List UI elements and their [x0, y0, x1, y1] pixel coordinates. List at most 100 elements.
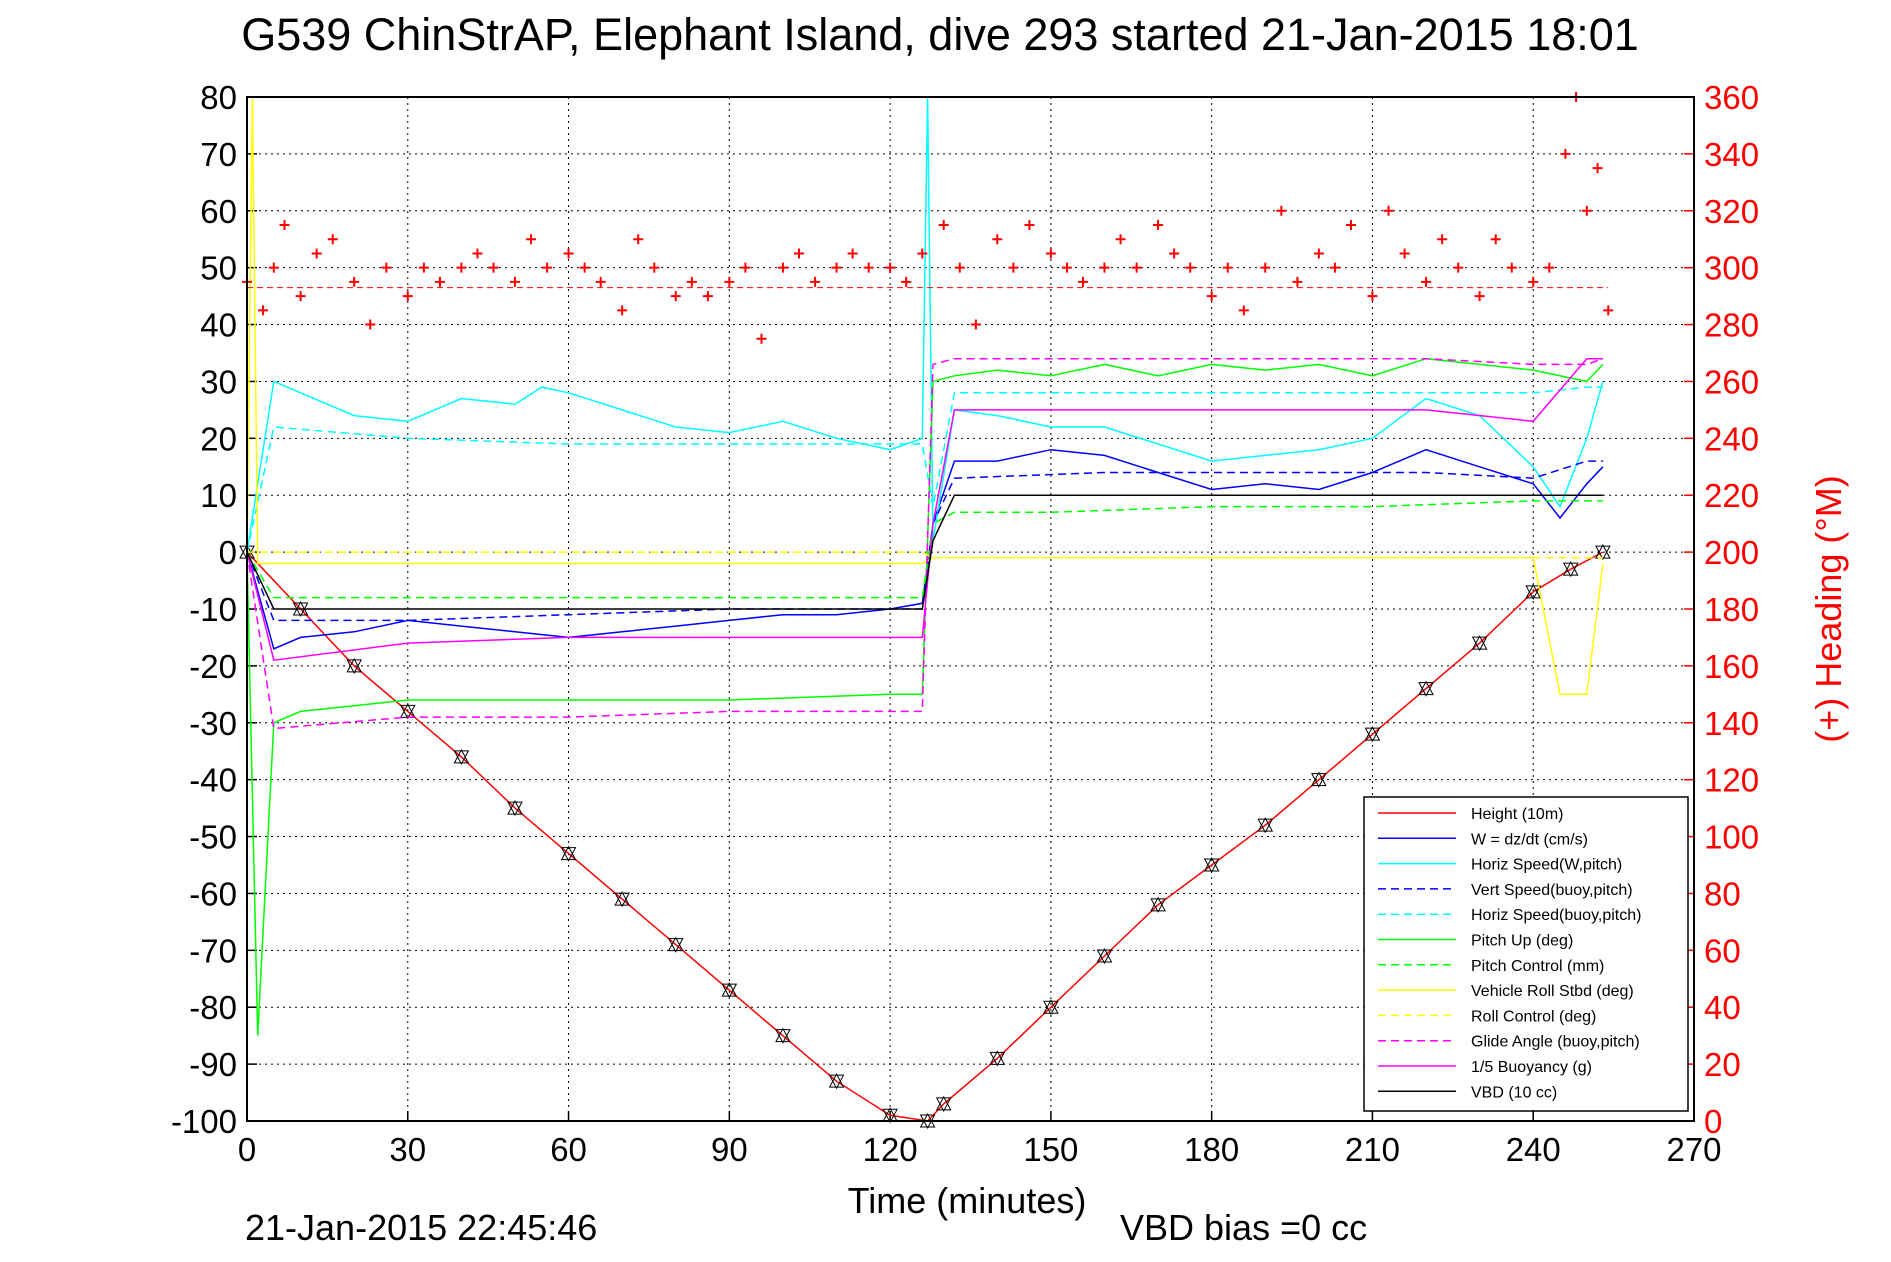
y2-tick-label: 140 — [1704, 705, 1759, 742]
heading-point — [810, 276, 821, 287]
heading-point — [279, 220, 290, 230]
plot-frame — [246, 96, 1695, 1122]
x-tick-label: 120 — [863, 1131, 918, 1168]
heading-point — [1260, 262, 1271, 273]
height-marker — [346, 657, 363, 674]
heading-point — [311, 248, 322, 259]
legend-label: Pitch Up (deg) — [1471, 933, 1573, 950]
y-tick-label: -80 — [189, 989, 237, 1026]
height-marker — [1471, 635, 1488, 652]
y2-tick-label: 200 — [1704, 534, 1759, 571]
y-tick-label: 40 — [200, 307, 237, 344]
heading-point — [1078, 276, 1089, 287]
heading-point — [1528, 276, 1539, 287]
y2-tick-label: 320 — [1704, 193, 1759, 230]
height-marker — [1257, 817, 1274, 834]
y2-tick-label: 240 — [1704, 420, 1759, 457]
y-tick-label: -100 — [171, 1103, 237, 1140]
heading-point — [488, 262, 499, 273]
y2-tick-labels: 3603403203002802602402202001801601401201… — [1704, 79, 1759, 1140]
y2-tick-label: 160 — [1704, 648, 1759, 685]
heading-point — [563, 248, 574, 259]
heading-point — [686, 276, 697, 287]
heading-point — [456, 262, 467, 273]
y2-tick-label: 340 — [1704, 136, 1759, 173]
heading-point — [1008, 262, 1019, 273]
heading-point — [901, 276, 912, 287]
heading-point — [633, 234, 644, 245]
heading-point — [595, 276, 606, 287]
y-tick-label: -70 — [189, 932, 237, 969]
heading-point — [1185, 262, 1196, 273]
heading-point — [1346, 220, 1357, 230]
heading-point — [579, 262, 590, 273]
height-marker — [667, 936, 684, 953]
legend-label: Horiz Speed(W,pitch) — [1471, 857, 1622, 874]
legend-label: Horiz Speed(buoy,pitch) — [1471, 907, 1641, 924]
heading-point — [349, 276, 360, 287]
y2-axis-label: (+) Heading (°M) — [1808, 475, 1849, 742]
height-marker — [453, 748, 470, 765]
y2-tick-label: 100 — [1704, 819, 1759, 856]
legend: Height (10m) W = dz/dt (cm/s) Horiz Speed(… — [1363, 796, 1689, 1112]
y2-tick-label: 0 — [1704, 1103, 1722, 1140]
x-tick-label: 0 — [238, 1131, 256, 1168]
legend-label: VBD (10 cc) — [1471, 1084, 1557, 1101]
heading-point — [1603, 305, 1614, 316]
heading-point — [756, 333, 767, 344]
series-1-5-buoyancy-g — [246, 357, 1603, 662]
heading-point — [418, 262, 429, 273]
heading-point — [1238, 305, 1249, 316]
x-tick-label: 150 — [1023, 1131, 1078, 1168]
height-marker — [1418, 680, 1434, 697]
heading-point — [1099, 262, 1110, 273]
height-marker — [721, 982, 738, 999]
y-tick-label: -40 — [189, 762, 237, 799]
heading-point — [509, 276, 520, 287]
heading-point — [327, 234, 338, 245]
y-tick-label: 10 — [200, 477, 237, 514]
legend-frame — [1363, 796, 1689, 1112]
height-marker — [1562, 561, 1579, 578]
height-marker — [507, 800, 523, 817]
heading-point — [1024, 220, 1035, 230]
heading-point — [649, 262, 660, 273]
heading-point — [1313, 248, 1324, 259]
y-tick-label: -30 — [189, 705, 237, 742]
series-pitch-control-mm — [246, 500, 1603, 599]
footer-timestamp: 21-Jan-2015 22:45:46 — [245, 1207, 597, 1248]
heading-point — [670, 291, 681, 302]
heading-point — [434, 276, 445, 287]
y2-tick-label: 20 — [1704, 1046, 1741, 1083]
y2-tick-label: 180 — [1704, 591, 1759, 628]
heading-point — [526, 234, 537, 245]
y-tick-label: 60 — [200, 193, 237, 230]
heading-point — [954, 262, 965, 273]
heading-point — [1421, 276, 1432, 287]
heading-point — [1153, 220, 1164, 230]
heading-point — [1490, 234, 1501, 245]
y2-tick-label: 60 — [1704, 932, 1741, 969]
y-tick-label: 20 — [200, 420, 237, 457]
height-marker — [614, 891, 630, 908]
heading-point — [542, 262, 553, 273]
height-marker — [1525, 583, 1542, 600]
heading-point — [917, 248, 928, 259]
y-tick-labels: 80 70 60 50 40 30 20 10 0 -10 -20 -30 -40 -50 -60 -70 -8… — [171, 79, 237, 1140]
heading-point — [1399, 248, 1410, 259]
heading-point — [831, 262, 842, 273]
y-tick-label: -60 — [189, 875, 237, 912]
heading-point — [268, 262, 279, 273]
legend-label: Vehicle Roll Stbd (deg) — [1471, 983, 1634, 1000]
heading-point — [295, 291, 306, 302]
heading-point — [1383, 205, 1394, 216]
legend-label: Pitch Control (mm) — [1471, 958, 1604, 975]
legend-label: Height (10m) — [1471, 806, 1563, 823]
heading-point — [402, 291, 413, 302]
heading-point — [365, 319, 376, 330]
heading-point — [794, 248, 805, 259]
x-axis-label: Time (minutes) — [848, 1180, 1087, 1221]
legend-label: 1/5 Buoyancy (g) — [1471, 1059, 1592, 1076]
heading-point — [1292, 276, 1303, 287]
